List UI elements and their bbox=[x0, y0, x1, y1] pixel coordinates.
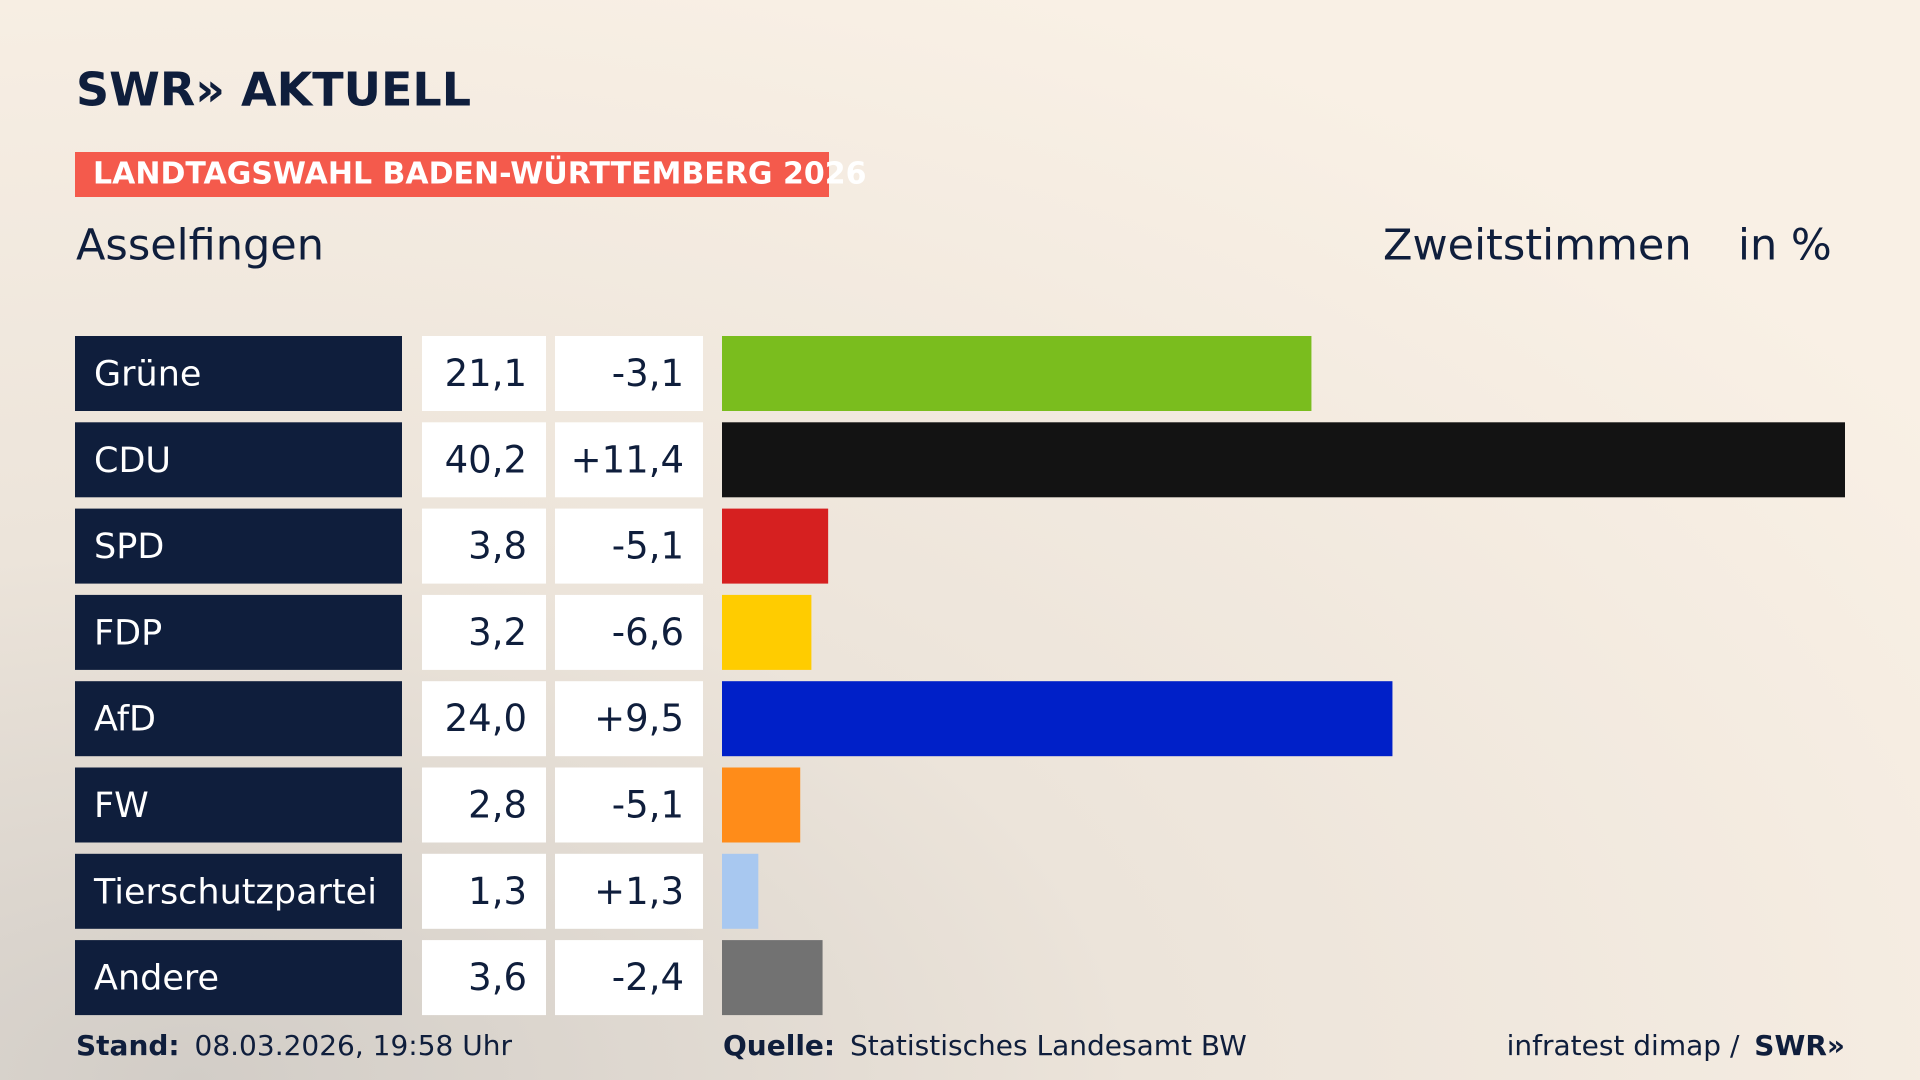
party-name: CDU bbox=[94, 441, 171, 481]
party-box bbox=[75, 853, 402, 929]
party-box bbox=[75, 681, 402, 757]
change-box bbox=[555, 336, 703, 411]
unit: in % bbox=[1738, 221, 1832, 271]
value-label: 3,8 bbox=[468, 525, 527, 568]
change-label: +9,5 bbox=[594, 697, 684, 740]
bar bbox=[722, 853, 759, 929]
change-box bbox=[555, 767, 703, 843]
rows: Grüne 21,1 -3,1 CDU 40,2 +11,4 SPD 3,8 -5,1 FDP 3,… bbox=[75, 336, 1845, 1016]
bar bbox=[722, 767, 801, 843]
party-box bbox=[75, 767, 402, 843]
place: Asselfingen bbox=[76, 221, 324, 271]
stand: 08.03.2026, 19:58 Uhr bbox=[195, 1029, 513, 1062]
stand-label: Stand: bbox=[76, 1029, 180, 1062]
change-label: -3,1 bbox=[612, 352, 684, 395]
party-name: SPD bbox=[94, 527, 164, 567]
credit: infratest dimap / bbox=[1507, 1029, 1740, 1062]
party-name: Grüne bbox=[94, 355, 201, 395]
value-box bbox=[422, 853, 546, 929]
change-box bbox=[555, 594, 703, 670]
footer-credit: infratest dimap / SWR» bbox=[1507, 1029, 1845, 1062]
value-box bbox=[422, 940, 546, 1016]
change-box bbox=[555, 853, 703, 929]
value-box bbox=[422, 422, 546, 498]
logo: SWR» AKTUELL bbox=[76, 63, 471, 117]
value-label: 3,2 bbox=[468, 611, 527, 654]
value-label: 2,8 bbox=[468, 784, 527, 827]
bar bbox=[722, 940, 823, 1016]
footer-source: Quelle: Statistisches Landesamt BW bbox=[723, 1029, 1247, 1062]
change-label: -5,1 bbox=[612, 784, 684, 827]
source-label: Quelle: bbox=[723, 1029, 835, 1062]
party-name: Tierschutzpartei bbox=[93, 872, 377, 912]
source: Statistisches Landesamt BW bbox=[850, 1029, 1247, 1062]
party-box bbox=[75, 594, 402, 670]
measure: Zweitstimmen bbox=[1383, 221, 1692, 271]
party-box bbox=[75, 422, 402, 498]
banner bbox=[75, 152, 829, 197]
value-box bbox=[422, 594, 546, 670]
value-box bbox=[422, 336, 546, 411]
party-box bbox=[75, 336, 402, 411]
footer-stand: Stand: 08.03.2026, 19:58 Uhr bbox=[76, 1029, 512, 1062]
change-label: -6,6 bbox=[612, 611, 684, 654]
party-box bbox=[75, 508, 402, 584]
change-label: -5,1 bbox=[612, 525, 684, 568]
change-label: +1,3 bbox=[594, 870, 684, 913]
credit-logo: SWR» bbox=[1754, 1029, 1845, 1062]
value-label: 40,2 bbox=[445, 438, 527, 481]
bar bbox=[722, 594, 812, 670]
change-box bbox=[555, 681, 703, 757]
value-box bbox=[422, 681, 546, 757]
bar bbox=[722, 336, 1312, 411]
party-name: AfD bbox=[94, 700, 156, 740]
bar bbox=[722, 508, 829, 584]
bar bbox=[722, 422, 1845, 498]
bar bbox=[722, 681, 1393, 757]
change-label: +11,4 bbox=[571, 438, 684, 481]
value-label: 21,1 bbox=[445, 352, 527, 395]
change-box bbox=[555, 422, 703, 498]
value-box bbox=[422, 508, 546, 584]
change-label: -2,4 bbox=[612, 956, 684, 999]
party-name: Andere bbox=[94, 959, 219, 999]
party-box bbox=[75, 940, 402, 1016]
party-name: FDP bbox=[94, 613, 162, 653]
value-label: 3,6 bbox=[468, 956, 527, 999]
party-name: FW bbox=[94, 786, 149, 826]
change-box bbox=[555, 508, 703, 584]
value-box bbox=[422, 767, 546, 843]
value-label: 24,0 bbox=[445, 697, 527, 740]
banner-text: LANDTAGSWAHL BADEN-WÜRTTEMBERG 2026 bbox=[93, 155, 866, 192]
value-label: 1,3 bbox=[468, 870, 527, 913]
change-box bbox=[555, 940, 703, 1016]
